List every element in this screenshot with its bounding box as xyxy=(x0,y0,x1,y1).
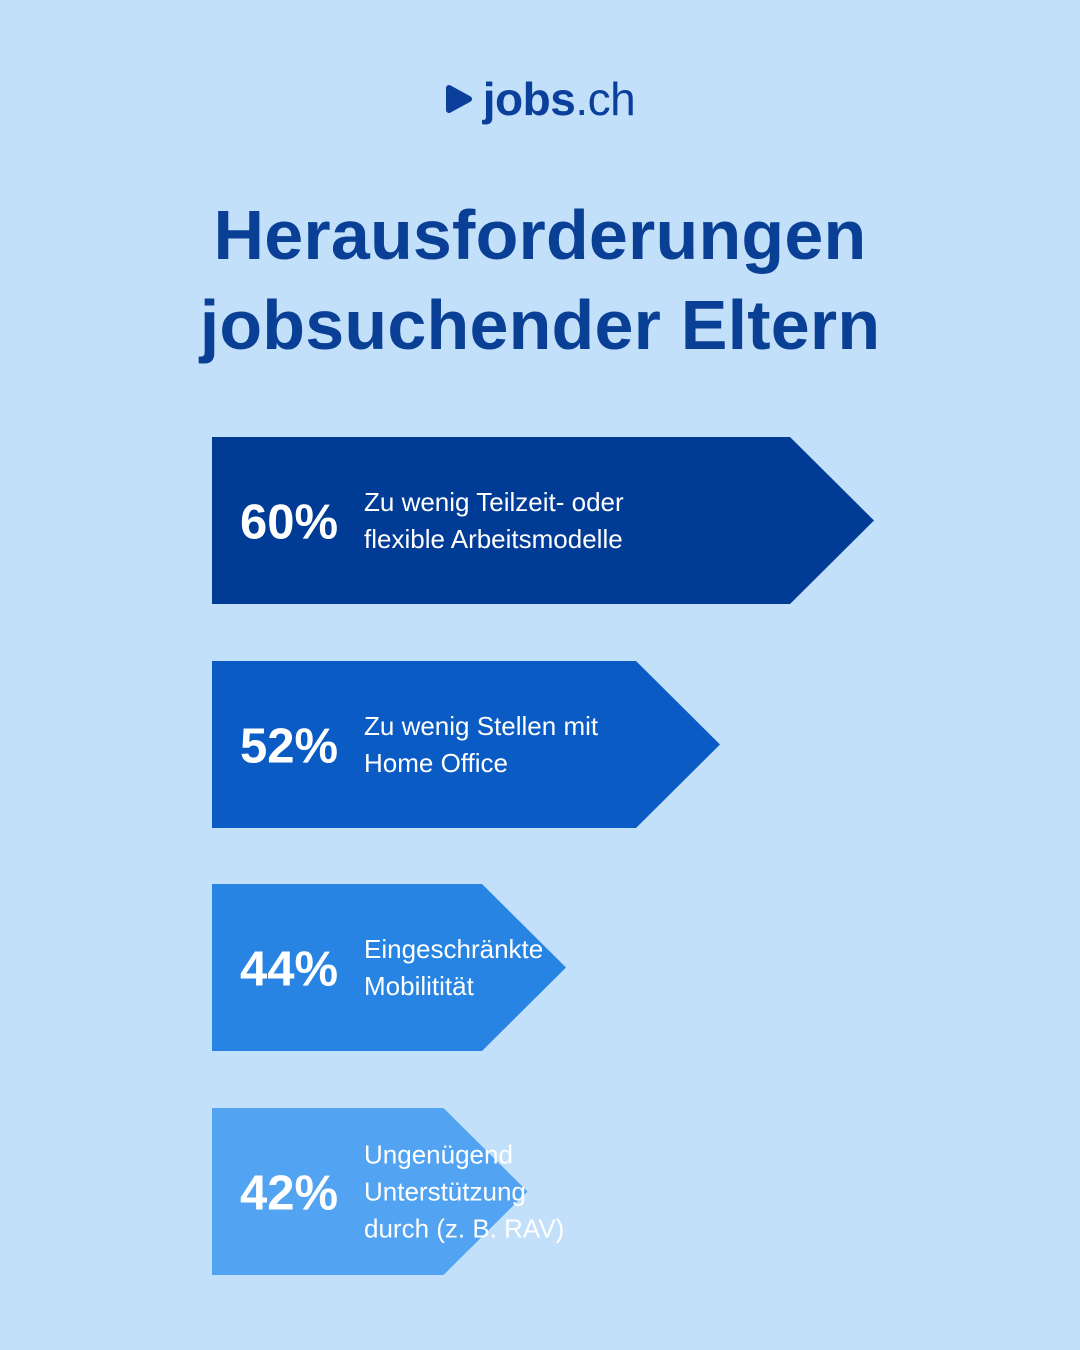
bar-category-label: Ungenügend xyxy=(364,1140,513,1170)
bar-category-label: durch (z. B. RAV) xyxy=(364,1214,564,1244)
play-triangle-icon xyxy=(445,85,472,113)
bar-category-label: Mobilitität xyxy=(364,971,475,1001)
bar-category-label: flexible Arbeitsmodelle xyxy=(364,524,623,554)
page-title-line-1: Herausforderungen xyxy=(213,196,867,274)
brand-name: jobs xyxy=(482,73,576,125)
bar-value-label: 42% xyxy=(240,1167,338,1221)
arrow-bar xyxy=(212,661,720,828)
bar-category-label: Zu wenig Stellen mit xyxy=(364,711,599,741)
page-title-line-2: jobsuchender Eltern xyxy=(199,286,881,364)
bar-category-label: Eingeschränkte xyxy=(364,934,543,964)
brand-tld: .ch xyxy=(575,73,636,125)
bar-category-label: Zu wenig Teilzeit- oder xyxy=(364,487,624,517)
arrow-bar xyxy=(212,437,874,604)
arrow-bar xyxy=(212,1108,528,1275)
bar-value-label: 52% xyxy=(240,720,338,774)
bar-row: 44% Eingeschränkte Mobilitität xyxy=(212,884,566,1051)
bar-row: 42% Ungenügend Unterstützung durch (z. B. R… xyxy=(212,1108,564,1275)
brand-wordmark: jobs.ch xyxy=(482,73,636,125)
arrow-bar xyxy=(212,884,566,1051)
page-title: Herausforderungen jobsuchender Eltern xyxy=(40,190,1040,370)
brand-logo: jobs.ch xyxy=(0,76,1080,122)
bar-row: 52% Zu wenig Stellen mit Home Office xyxy=(212,661,720,828)
bar-value-label: 44% xyxy=(240,943,338,997)
bar-value-label: 60% xyxy=(240,496,338,550)
bar-category-label: Unterstützung xyxy=(364,1177,526,1207)
bar-row: 60% Zu wenig Teilzeit- oder flexible Arbei… xyxy=(212,437,874,604)
bar-category-label: Home Office xyxy=(364,748,508,778)
